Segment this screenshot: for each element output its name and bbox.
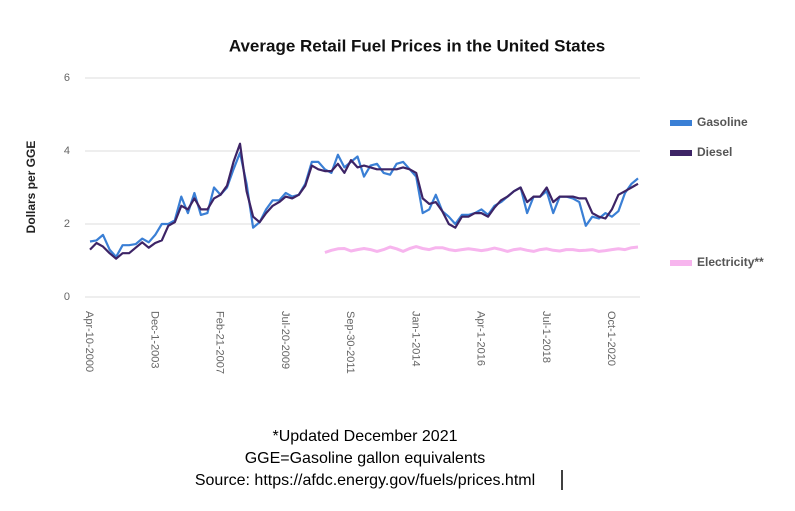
y-tick-label: 0 bbox=[64, 291, 70, 303]
x-tick-label: Jul-20-2009 bbox=[279, 311, 291, 369]
footnote: GGE=Gasoline gallon equivalents bbox=[245, 450, 486, 467]
legend-label: Diesel bbox=[697, 145, 732, 159]
x-tick-label: Oct-1-2020 bbox=[605, 311, 617, 366]
footnote: *Updated December 2021 bbox=[272, 428, 457, 445]
legend-swatch bbox=[670, 260, 692, 266]
x-tick-label: Apr-1-2016 bbox=[475, 311, 487, 366]
y-tick-label: 4 bbox=[64, 145, 70, 157]
y-axis-label: Dollars per GGE bbox=[24, 141, 38, 234]
series-line bbox=[89, 142, 639, 260]
y-tick-label: 2 bbox=[64, 218, 70, 230]
legend-label: Gasoline bbox=[697, 115, 748, 129]
x-tick-label: Jul-1-2018 bbox=[540, 311, 552, 363]
x-tick-label: Feb-21-2007 bbox=[214, 311, 226, 374]
x-tick-label: Apr-10-2000 bbox=[83, 311, 95, 372]
x-tick-label: Dec-1-2003 bbox=[148, 311, 160, 368]
legend-swatch bbox=[670, 150, 692, 156]
y-tick-label: 6 bbox=[64, 72, 70, 84]
x-tick-label: Sep-30-2011 bbox=[344, 311, 356, 374]
series-line bbox=[324, 245, 639, 254]
legend-swatch bbox=[670, 120, 692, 126]
chart-title: Average Retail Fuel Prices in the United… bbox=[229, 36, 605, 55]
series-line bbox=[89, 151, 639, 258]
footnote: Source: https://afdc.energy.gov/fuels/pr… bbox=[195, 472, 535, 489]
x-tick-label: Jan-1-2014 bbox=[409, 311, 421, 367]
legend-label: Electricity** bbox=[697, 255, 764, 269]
